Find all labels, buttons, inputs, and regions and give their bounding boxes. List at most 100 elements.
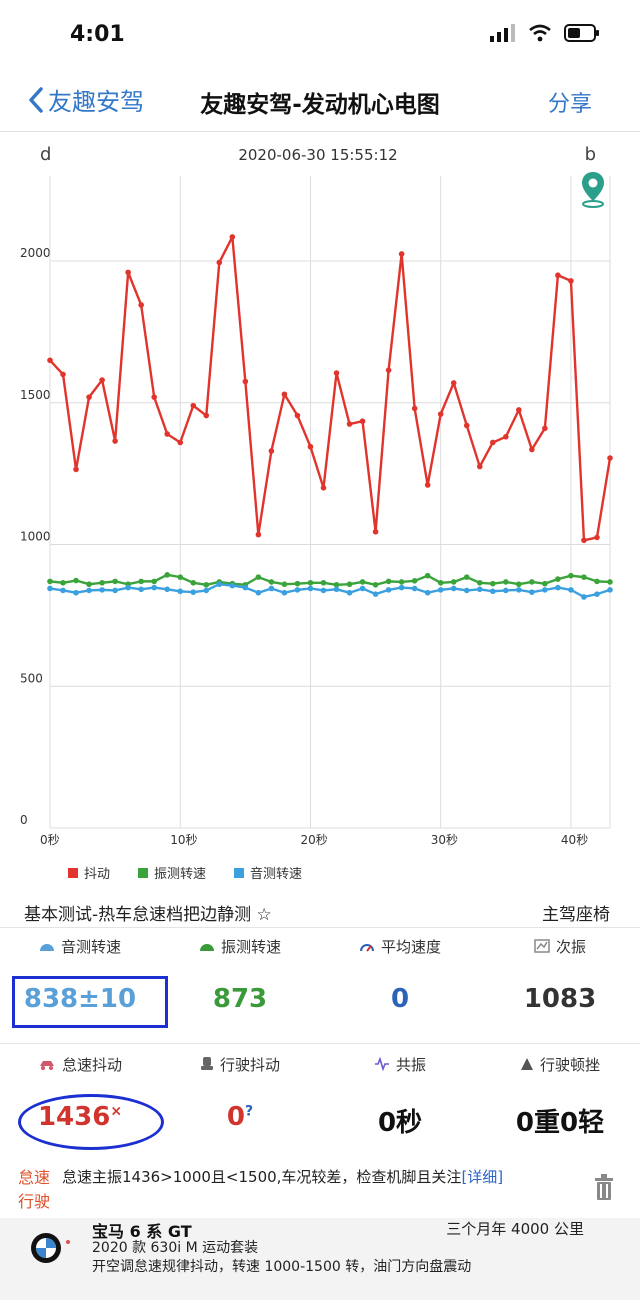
data-point [476,463,483,470]
data-point [333,586,340,593]
data-point [359,579,366,585]
battery-icon [564,24,599,42]
wifi-icon [529,24,551,42]
signal-icon [490,24,515,42]
data-point [294,580,301,587]
data-point [463,587,470,594]
back-button[interactable]: 友趣安驾 [28,82,144,117]
stat-driving-jerk[interactable]: 行驶顿挫 0重0轻 [480,1050,640,1162]
data-point [555,576,561,582]
data-point [112,587,118,594]
stat-average-speed[interactable]: 平均速度 0 [320,932,480,1043]
data-point [489,588,496,595]
stat-label: 平均速度 [380,937,441,956]
data-point [398,251,405,257]
data-point [607,455,613,461]
data-point [138,578,144,585]
data-point [60,579,66,586]
data-point [385,367,392,373]
data-point [594,534,600,541]
data-point [372,591,379,597]
data-point [411,578,418,584]
status-time: 4:01 [70,22,125,47]
gauge-icon [199,944,214,951]
data-point [216,581,223,588]
car-panel[interactable]: 宝马 6 系 GT 三个月年 4000 公里 2020 款 630i M 运动套… [0,1218,640,1300]
stat-sub-vibration[interactable]: 次振 1083 [480,932,640,1043]
driving-shake-help[interactable]: ? [244,1103,254,1120]
data-point [542,425,548,432]
stat-label-wrap: 振测转速 [160,932,320,960]
data-point [568,587,574,593]
data-point [594,591,600,597]
trash-icon[interactable] [592,1172,616,1202]
stat-audio-rpm[interactable]: 音测转速 838±10 [0,932,160,1043]
data-point [463,574,470,580]
x-tick-label: 30秒 [431,833,458,847]
status-bar: 4:01 [0,0,640,70]
data-point [294,587,301,593]
status-dot [66,1240,70,1244]
data-point [86,581,92,588]
data-point [255,589,262,596]
location-pin-icon[interactable] [580,170,606,208]
x-tick-label: 20秒 [300,833,327,847]
data-point [581,574,587,580]
stat-label-wrap: 怠速抖动 [0,1050,160,1078]
stat-driving-shake[interactable]: 行驶抖动 0? [160,1050,320,1162]
data-point [242,378,249,385]
data-point [99,377,105,383]
data-point [177,439,184,446]
stat-label: 怠速抖动 [61,1055,122,1074]
data-point [164,572,171,578]
data-point [268,579,275,585]
data-point [294,412,301,419]
stat-label-wrap: 共振 [320,1050,480,1078]
data-point [151,584,157,591]
detail-link[interactable]: [详细] [461,1168,504,1186]
data-point [581,537,587,544]
stat-vibration-rpm[interactable]: 振测转速 873 [160,932,320,1043]
diagnosis-bar: 怠速 行驶 怠速主振1436>1000且<1500,车况较差，检查机脚且关注[详… [0,1162,640,1218]
data-point [437,411,444,417]
stat-label-wrap: 行驶抖动 [160,1050,320,1078]
data-point [476,579,483,586]
data-point [489,439,496,446]
left-corner-icon[interactable]: d [40,144,52,165]
data-point [424,482,431,488]
legend-swatch [138,868,148,878]
data-point [398,579,405,585]
speed-icon [359,944,374,952]
data-point [555,584,561,591]
stat-label-wrap: 行驶顿挫 [480,1050,640,1078]
data-point [516,407,522,413]
data-point [359,585,366,592]
data-point [359,418,366,425]
data-point [138,586,144,593]
stat-label-wrap: 音测转速 [0,932,160,960]
share-button[interactable]: 分享 [547,92,592,117]
stat-value: 0秒 [377,1108,423,1138]
data-point [333,581,340,588]
data-point [268,448,275,454]
data-point [346,421,353,427]
data-point [99,587,105,593]
car-issue: 开空调怠速规律抖动，转速 1000-1500 转，油门方向盘震动 [92,1259,472,1275]
right-corner-icon[interactable]: b [584,144,596,165]
data-point [503,587,509,594]
data-point [437,587,444,593]
highlight-ellipse [18,1094,164,1150]
data-point [542,587,548,593]
stat-resonance[interactable]: 共振 0秒 [320,1050,480,1162]
x-tick-label: 40秒 [561,833,588,847]
legend-swatch [68,868,78,878]
data-point [86,394,92,400]
series-line [49,235,612,542]
data-point [73,466,79,473]
data-point [164,586,171,593]
data-point [529,589,535,595]
data-point [542,580,548,587]
legend-label: 抖动 [84,867,110,882]
data-point [568,572,574,579]
